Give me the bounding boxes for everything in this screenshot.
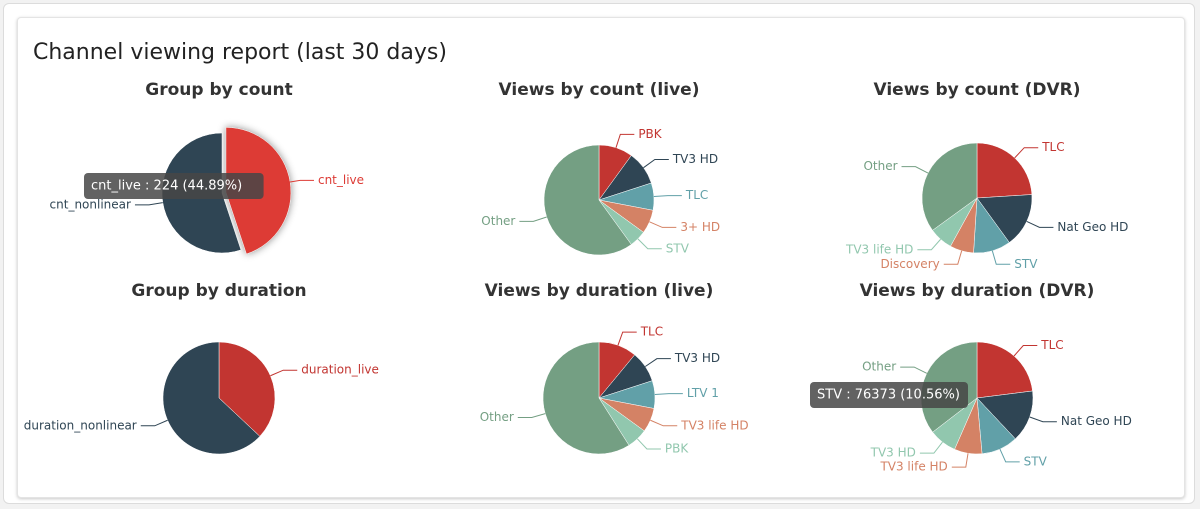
pie-slice-duration-live[interactable] [218, 341, 276, 437]
label-line-other [517, 413, 546, 419]
label-line-cnt-live [286, 179, 314, 184]
label-line-tv3-hd [919, 441, 943, 454]
pie-slice-nat-geo-hd[interactable] [976, 194, 1033, 243]
label-line-nat-geo-hd [1029, 416, 1057, 423]
tooltip-text: STV : 76373 (10.56%) [817, 388, 960, 403]
label-line-cnt-nonlinear [134, 202, 163, 206]
label-line-discovery [943, 250, 963, 265]
chart-title: Views by count (live) [499, 80, 700, 100]
chart-title: Views by count (DVR) [873, 80, 1080, 100]
pie-slice-other[interactable] [921, 142, 978, 231]
label-line-duration-nonlinear [140, 419, 168, 427]
slice-label-3-hd: 3+ HD [680, 220, 720, 234]
pie-slice-nat-geo-hd[interactable] [976, 390, 1034, 440]
label-line-stv [991, 250, 1011, 265]
tooltip-box [810, 382, 968, 408]
label-line-pbk [615, 133, 635, 148]
pie-chart-group-by-duration: Group by duration duration_live duration_n… [24, 281, 379, 455]
slice-label-discovery: Discovery [880, 257, 939, 271]
slice-label-tlc: TLC [685, 188, 708, 202]
slice-label-cnt-live: cnt_live [318, 173, 364, 187]
label-line-tlc [1013, 344, 1038, 357]
chart-title: Group by duration [131, 281, 306, 301]
pie-slice-tlc[interactable] [976, 142, 1033, 199]
slice-label-tlc: TLC [640, 325, 663, 339]
slice-label-nat-geo-hd: Nat Geo HD [1057, 220, 1128, 234]
slice-label-duration-nonlinear: duration_nonlinear [24, 418, 137, 432]
slice-label-cnt-nonlinear: cnt_nonlinear [50, 197, 131, 211]
label-line-pbk [636, 438, 661, 450]
pie-chart-group-by-count: Group by count cnt_live cnt_nonlinear [50, 80, 364, 255]
label-line-tv3-hd [645, 358, 671, 367]
chart-title: Group by count [145, 80, 292, 100]
label-line-other [900, 366, 927, 374]
report-title: Channel viewing report (last 30 days) [33, 40, 447, 65]
chart-title: Views by duration (DVR) [860, 281, 1095, 301]
label-line-other [901, 166, 929, 174]
slice-label-other: Other [863, 159, 897, 173]
label-line-stv [637, 238, 662, 250]
slice-label-stv: STV [1014, 257, 1038, 271]
slice-label-other: Other [481, 214, 515, 228]
label-line-duration-live [270, 369, 298, 377]
tooltip: STV : 76373 (10.56%) [810, 382, 968, 408]
label-line-tlc [1014, 147, 1039, 159]
slice-label-other: Other [480, 410, 514, 424]
label-line-other [519, 216, 547, 222]
label-line-tv3-life-hd [650, 419, 678, 427]
label-line-3-hd [649, 221, 677, 228]
pie-slice-tlc[interactable] [976, 341, 1033, 399]
chart-title: Views by duration (live) [485, 281, 714, 301]
tooltip-text: cnt_live : 224 (44.89%) [91, 179, 242, 194]
label-line-stv [999, 448, 1020, 463]
pie-slice-duration-nonlinear[interactable] [162, 341, 261, 455]
label-line-nat-geo-hd [1026, 220, 1054, 228]
slice-label-stv: STV [1024, 454, 1048, 468]
tooltip-box [84, 173, 264, 199]
label-line-tv3-life-hd [917, 238, 942, 251]
slice-label-tv3-hd: TV3 HD [674, 351, 720, 365]
slice-label-tlc: TLC [1040, 338, 1063, 352]
slice-label-pbk: PBK [638, 127, 662, 141]
slice-label-other: Other [862, 360, 896, 374]
slice-label-tv3-hd: TV3 HD [672, 152, 718, 166]
slice-label-stv: STV [666, 241, 690, 255]
slice-label-nat-geo-hd: Nat Geo HD [1061, 414, 1132, 428]
slice-label-ltv-1: LTV 1 [687, 386, 719, 400]
tooltip: cnt_live : 224 (44.89%) [84, 173, 264, 199]
label-line-ltv-1 [654, 393, 683, 395]
label-line-tlc [653, 195, 682, 198]
slice-label-tv3-life-hd: TV3 life HD [680, 418, 748, 432]
pie-chart-views-by-count-dvr: Views by count (DVR) TLC Nat Geo HD STV Disc… [845, 80, 1128, 271]
slice-label-tlc: TLC [1041, 140, 1064, 154]
pie-chart-views-by-duration-dvr: Views by duration (DVR) TLC Nat Geo HD STV T… [860, 281, 1132, 474]
slice-label-tv3-life-hd: TV3 life HD [879, 460, 947, 474]
slice-label-tv3-hd: TV3 HD [870, 446, 916, 460]
pie-chart-views-by-duration-live: Views by duration (live) TLC TV3 HD LTV 1 TV… [480, 281, 749, 456]
pie-chart-views-by-count-live: Views by count (live) PBK TV3 HD TLC 3+ HD ST… [481, 80, 720, 255]
label-line-tlc [617, 331, 637, 346]
label-line-tv3-life-hd [951, 453, 969, 468]
slice-label-pbk: PBK [665, 442, 689, 456]
slice-label-tv3-life-hd: TV3 life HD [845, 242, 913, 256]
slice-label-duration-live: duration_live [301, 363, 379, 377]
label-line-tv3-hd [643, 158, 669, 169]
